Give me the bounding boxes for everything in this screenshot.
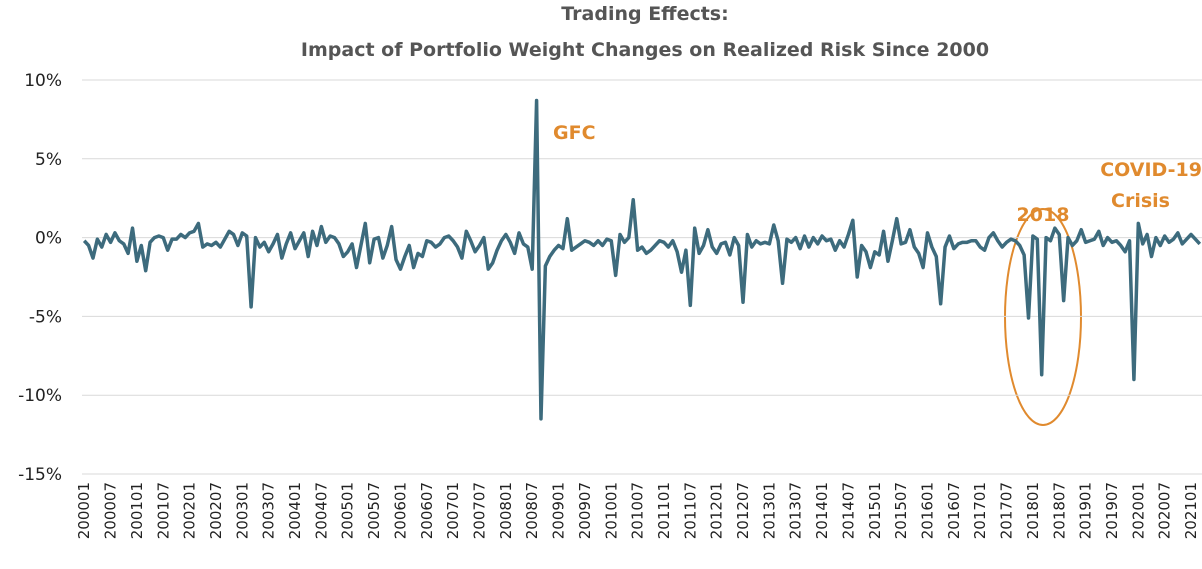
x-tick-label: 200007 (102, 482, 120, 539)
x-tick-label: 201101 (655, 482, 673, 539)
x-tick-label: 200101 (128, 482, 146, 539)
x-tick-label: 202007 (1156, 482, 1174, 539)
x-tick-label: 201401 (813, 482, 831, 539)
x-tick-label: 200201 (181, 482, 199, 539)
x-tick-label: 201207 (734, 482, 752, 539)
x-tick-label: 201001 (602, 482, 620, 539)
x-tick-label: 201707 (998, 482, 1016, 539)
x-tick-label: 200001 (75, 482, 93, 539)
x-tick-label: 200401 (286, 482, 304, 539)
x-tick-label: 200307 (260, 482, 278, 539)
y-tick-label: 5% (35, 150, 62, 170)
highlight-ellipse (1004, 208, 1082, 426)
chart-title: Trading Effects: (561, 3, 728, 25)
x-tick-label: 200801 (497, 482, 515, 539)
x-tick-label: 201901 (1077, 482, 1095, 539)
annotation: GFC (553, 122, 596, 144)
x-tick-label: 201807 (1050, 482, 1068, 539)
x-tick-label: 201307 (787, 482, 805, 539)
x-tick-label: 200501 (339, 482, 357, 539)
x-tick-label: 201601 (918, 482, 936, 539)
x-tick-label: 201507 (892, 482, 910, 539)
x-tick-label: 200901 (550, 482, 568, 539)
annotation: Crisis (1111, 190, 1170, 212)
x-tick-label: 200301 (233, 482, 251, 539)
chart-subtitle: Impact of Portfolio Weight Changes on Re… (301, 39, 989, 61)
x-tick-label: 200207 (207, 482, 225, 539)
y-tick-label: -10% (18, 386, 62, 406)
data-line (82, 98, 1202, 421)
x-tick-label: 200707 (470, 482, 488, 539)
y-tick-label: -15% (18, 465, 62, 485)
x-tick-label: 201607 (945, 482, 963, 539)
x-tick-label: 200807 (523, 482, 541, 539)
x-tick-label: 201407 (839, 482, 857, 539)
x-tick-label: 200407 (312, 482, 330, 539)
x-tick-label: 201501 (866, 482, 884, 539)
x-tick-label: 200507 (365, 482, 383, 539)
annotation: COVID-19 (1100, 159, 1202, 181)
x-tick-label: 200607 (418, 482, 436, 539)
x-tick-label: 201007 (629, 482, 647, 539)
x-tick-label: 202101 (1182, 482, 1200, 539)
x-tick-label: 200107 (154, 482, 172, 539)
x-tick-label: 201107 (681, 482, 699, 539)
x-tick-label: 200701 (444, 482, 462, 539)
y-tick-label: 10% (24, 71, 62, 91)
x-tick-label: 201701 (971, 482, 989, 539)
y-tick-label: -5% (29, 307, 62, 327)
annotation: 2018 (1017, 204, 1070, 226)
x-tick-label: 200601 (391, 482, 409, 539)
x-tick-label: 201301 (760, 482, 778, 539)
x-tick-label: 200907 (576, 482, 594, 539)
y-tick-label: 0% (35, 229, 62, 249)
x-tick-label: 202001 (1129, 482, 1147, 539)
x-tick-label: 201801 (1024, 482, 1042, 539)
x-tick-label: 201907 (1103, 482, 1121, 539)
x-tick-label: 201201 (708, 482, 726, 539)
